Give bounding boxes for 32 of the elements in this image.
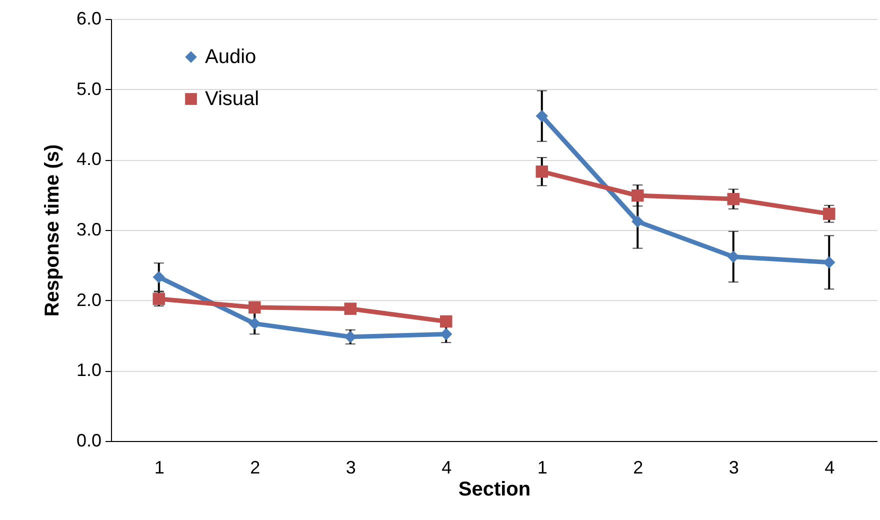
x-tick-label: 4	[824, 458, 835, 478]
point	[727, 192, 740, 206]
point	[632, 189, 644, 202]
y-tick-label: 0.0	[76, 430, 102, 450]
point	[727, 250, 740, 263]
y-tick-label: 1.0	[76, 360, 102, 380]
x-tick-label: 3	[728, 458, 739, 478]
point	[248, 301, 261, 314]
x-tick-label: 1	[154, 458, 164, 478]
x-tick-label: 2	[250, 458, 260, 478]
y-tick-label: 6.0	[76, 8, 102, 28]
point	[440, 315, 452, 328]
x-tick-label: 1	[537, 458, 548, 478]
point	[248, 317, 261, 330]
y-tick-label: 4.0	[76, 149, 102, 170]
point	[823, 256, 836, 268]
y-axis-title: Response time (s)	[41, 144, 64, 317]
point	[344, 302, 356, 315]
point	[536, 110, 548, 122]
point	[632, 215, 644, 228]
legend-label: Visual	[205, 88, 260, 110]
x-tick-label: 3	[346, 458, 356, 478]
point	[536, 166, 548, 178]
y-tick-label: 5.0	[76, 78, 102, 99]
x-tick-label: 2	[633, 458, 644, 478]
x-axis-title: Section	[458, 478, 531, 500]
x-tick-label: 4	[442, 458, 452, 478]
legend-label: Audio	[205, 46, 256, 68]
point	[152, 271, 165, 284]
y-tick-label: 2.0	[76, 290, 102, 310]
point	[823, 208, 836, 220]
y-tick-label: 3.0	[76, 220, 102, 240]
